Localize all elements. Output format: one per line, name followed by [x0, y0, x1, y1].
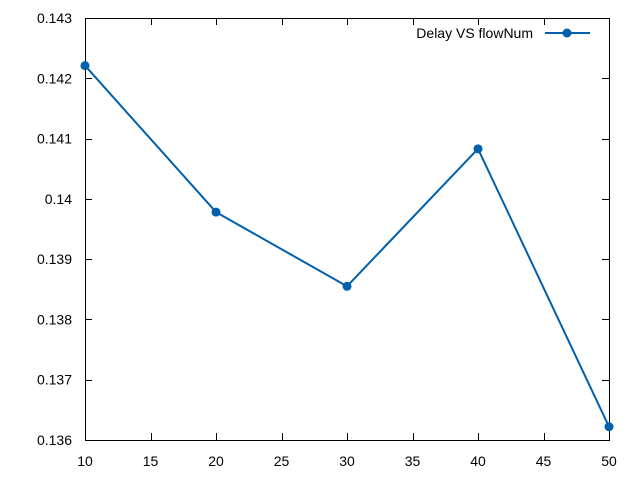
axis-ticks: [85, 18, 610, 441]
plot-frame: [85, 18, 610, 441]
legend-label: Delay VS flowNum: [416, 25, 533, 41]
x-tick-label: 50: [601, 453, 617, 469]
y-tick-label: 0.136: [37, 432, 72, 448]
x-tick-labels: 10 15 20 25 30 35 40 45 50: [77, 453, 617, 469]
y-tick-label: 0.139: [37, 251, 72, 267]
y-tick-label: 0.143: [37, 10, 72, 26]
legend-marker: [562, 28, 572, 38]
x-tick-label: 35: [405, 453, 421, 469]
y-tick-label: 0.138: [37, 311, 72, 327]
data-point: [211, 207, 221, 217]
data-point: [473, 144, 483, 154]
x-tick-label: 40: [470, 453, 486, 469]
x-tick-label: 20: [208, 453, 224, 469]
series-line: [84, 64, 610, 428]
x-tick-label: 15: [143, 453, 159, 469]
data-point: [342, 281, 352, 291]
y-tick-labels: 0.136 0.137 0.138 0.139 0.14 0.141 0.142 0.143: [37, 10, 72, 448]
data-point: [80, 61, 90, 71]
x-tick-label: 10: [77, 453, 93, 469]
x-tick-label: 25: [274, 453, 290, 469]
series-group: [80, 61, 614, 432]
x-tick-label: 45: [536, 453, 552, 469]
data-point: [604, 422, 614, 432]
y-tick-label: 0.137: [37, 372, 72, 388]
legend: Delay VS flowNum: [416, 25, 590, 41]
y-tick-label: 0.14: [45, 191, 72, 207]
y-tick-label: 0.141: [37, 131, 72, 147]
y-tick-label: 0.142: [37, 70, 72, 86]
x-tick-label: 30: [339, 453, 355, 469]
